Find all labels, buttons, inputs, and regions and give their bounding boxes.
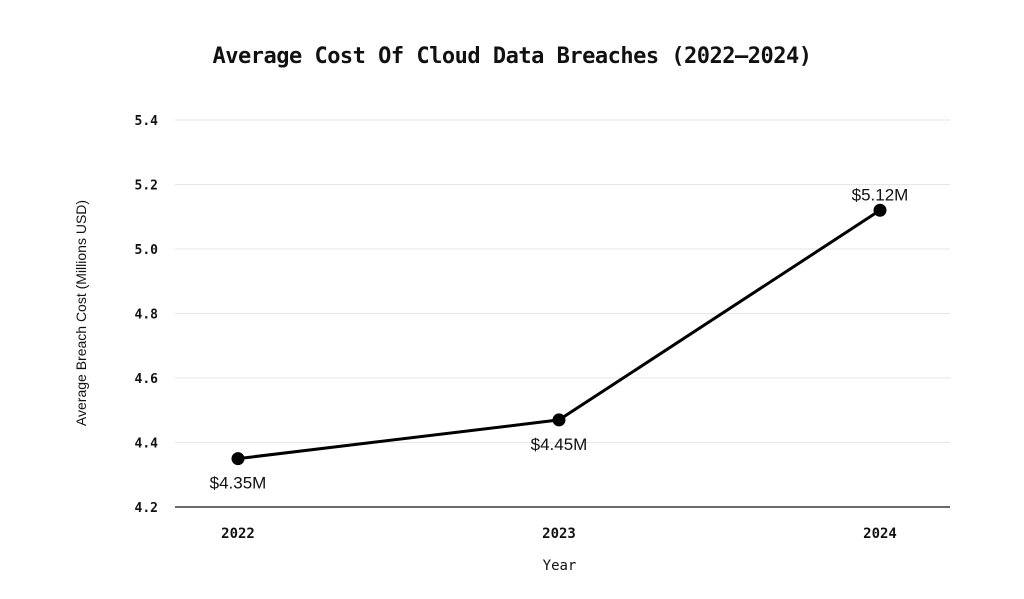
x-tick-label: 2022 <box>221 526 255 542</box>
data-point <box>873 203 887 217</box>
x-tick-label: 2023 <box>542 526 576 542</box>
y-tick-label: 4.8 <box>135 308 159 323</box>
data-point <box>552 413 566 427</box>
y-tick-label: 4.4 <box>135 437 159 452</box>
y-tick-label: 4.6 <box>135 372 159 387</box>
y-tick-label: 5.2 <box>135 179 158 194</box>
y-tick-label: 5.4 <box>135 114 159 129</box>
x-tick-label: 2024 <box>863 526 897 542</box>
data-label: $4.45M <box>531 435 588 454</box>
data-point <box>231 452 245 466</box>
y-tick-label: 4.2 <box>135 501 158 516</box>
y-tick-label: 5.0 <box>135 243 159 258</box>
data-label: $5.12M <box>852 185 909 204</box>
x-axis-label: Year <box>542 558 577 574</box>
data-label: $4.35M <box>210 474 267 493</box>
chart-title: Average Cost Of Cloud Data Breaches (202… <box>212 44 812 69</box>
